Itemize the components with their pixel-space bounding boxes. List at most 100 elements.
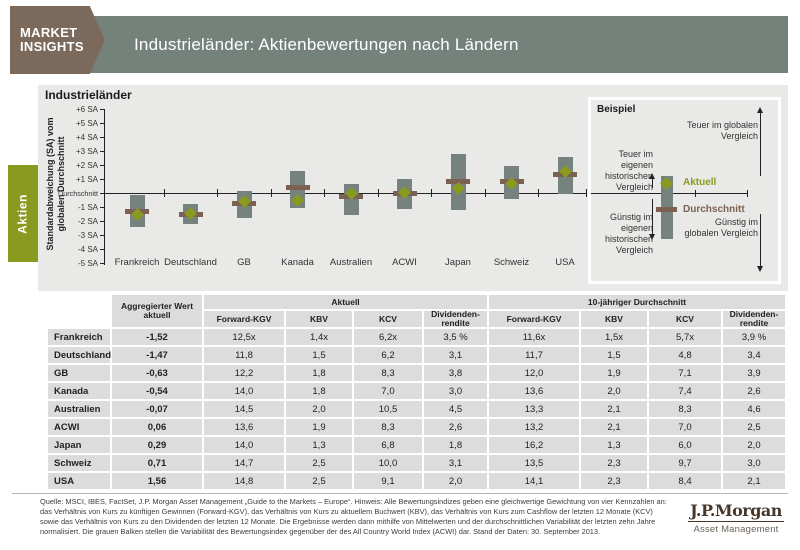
cell-10y-avg: 2,6 [723, 383, 785, 399]
cell-aktuell: 2,5 [286, 473, 352, 489]
source-note: Quelle: MSCI, IBES, FactSet, J.P. Morgan… [40, 497, 667, 536]
cell-aktuell: 14,5 [204, 401, 284, 417]
col-header-kcv: KCV [354, 311, 422, 327]
category-label: Japan [445, 257, 471, 268]
example-axis-tick [695, 190, 696, 197]
note-guenstig-eigen: Günstig im eigenen historischen Vergleic… [604, 212, 653, 255]
cell-aktuell: 6,2x [354, 329, 422, 345]
x-axis-tick [538, 189, 540, 197]
row-label: Kanada [48, 383, 110, 399]
example-box: Beispiel Aktuell Durchschnitt Teuer im g… [588, 97, 781, 284]
page-title: Industrieländer: Aktienbewertungen nach … [134, 34, 519, 54]
col-header-kbv: KBV [581, 311, 647, 327]
cell-10y-avg: 7,1 [649, 365, 721, 381]
row-label: GB [48, 365, 110, 381]
example-durchschnitt-marker [656, 207, 677, 212]
y-tick-label: -4 SA [77, 245, 98, 254]
cell-aktuell: 1,8 [424, 437, 487, 453]
cell-aktuell: 1,8 [286, 383, 352, 399]
jpmorgan-logo-name: J.P.Morgan [688, 501, 784, 522]
cell-aggregated: 0,29 [112, 437, 202, 453]
group-header-aktuell: Aktuell [204, 295, 487, 309]
y-axis-tick [100, 151, 104, 152]
cell-10y-avg: 1,9 [581, 365, 647, 381]
category-label: Kanada [281, 257, 314, 268]
cell-aktuell: 14,0 [204, 437, 284, 453]
tab-aktien: Aktien [8, 165, 38, 262]
x-axis-tick [217, 189, 219, 197]
cell-aktuell: 1,4x [286, 329, 352, 345]
cell-10y-avg: 4,8 [649, 347, 721, 363]
jpmorgan-logo-sub: Asset Management [693, 524, 779, 535]
cell-aktuell: 2,0 [424, 473, 487, 489]
category-label: Frankreich [114, 257, 160, 268]
y-axis-tick [100, 249, 104, 250]
cell-10y-avg: 7,0 [649, 419, 721, 435]
col-header-forward-kgv: Forward-KGV [204, 311, 284, 327]
cell-aktuell: 4,5 [424, 401, 487, 417]
note-teuer-global: Teuer im globalen Vergleich [686, 120, 758, 141]
cell-10y-avg: 13,3 [489, 401, 579, 417]
cell-aggregated: -0,63 [112, 365, 202, 381]
y-axis-tick [100, 165, 104, 166]
col-header-dividende: Dividenden-rendite [424, 310, 487, 328]
cell-10y-avg: 2,0 [723, 437, 785, 453]
table-corner-cell [48, 295, 110, 327]
cell-aktuell: 3,5 % [424, 329, 487, 345]
cell-aktuell: 1,3 [286, 437, 352, 453]
col-header-kbv: KBV [286, 311, 352, 327]
row-label: Schweiz [48, 455, 110, 471]
durchschnitt-marker-Kanada [285, 184, 310, 190]
cell-10y-avg: 13,2 [489, 419, 579, 435]
cell-10y-avg: 7,4 [649, 383, 721, 399]
col-header-kcv: KCV [649, 311, 721, 327]
y-axis-tick [100, 109, 104, 110]
cell-10y-avg: 1,5x [581, 329, 647, 345]
cell-aktuell: 14,7 [204, 455, 284, 471]
cell-aktuell: 2,6 [424, 419, 487, 435]
cell-10y-avg: 8,3 [649, 401, 721, 417]
col-header-dividende: Dividenden-rendite [723, 310, 785, 328]
row-label: Deutschland [48, 347, 111, 363]
y-tick-label: -3 SA [77, 231, 98, 240]
brand-line1: MARKET [20, 25, 78, 40]
tab-aktien-label: Aktien [15, 194, 30, 234]
cell-aggregated: -1,47 [112, 347, 202, 363]
category-label: USA [555, 257, 575, 268]
cell-10y-avg: 8,4 [649, 473, 721, 489]
cell-10y-avg: 11,7 [489, 347, 579, 363]
cell-aktuell: 3,0 [424, 383, 487, 399]
up-arrow-icon [649, 173, 656, 192]
x-axis-tick [163, 189, 165, 197]
cell-aktuell: 10,0 [354, 455, 422, 471]
note-guenstig-global: Günstig im globalen Vergleich [684, 217, 758, 238]
plot-area: +6 SA +5 SA +4 SA +3 SA +2 SA +1 SA Durchschni… [38, 85, 788, 291]
y-tick-label: +1 SA [75, 175, 98, 184]
cell-aktuell: 3,1 [424, 347, 487, 363]
cell-10y-avg: 4,6 [723, 401, 785, 417]
y-axis-line [104, 109, 105, 265]
row-label: Japan [48, 437, 110, 453]
category-label: Australien [329, 257, 373, 268]
cell-aktuell: 9,1 [354, 473, 422, 489]
category-label: Deutschland [164, 257, 217, 268]
cell-aktuell: 1,5 [286, 347, 352, 363]
group-header-10y: 10-jähriger Durchschnitt [489, 295, 785, 309]
cell-aggregated: -0,54 [112, 383, 202, 399]
x-axis-tick [586, 189, 587, 197]
cell-10y-avg: 13,6 [489, 383, 579, 399]
cell-aktuell: 13,6 [204, 419, 284, 435]
cell-aktuell: 7,0 [354, 383, 422, 399]
header-bar: Industrieländer: Aktienbewertungen nach … [60, 16, 788, 73]
valuation-table: Aggregierter Wert aktuell Aktuell 10-jäh… [48, 295, 785, 489]
x-axis-tick [324, 189, 326, 197]
col-header-aggregated: Aggregierter Wert aktuell [112, 295, 202, 327]
cell-aktuell: 3,8 [424, 365, 487, 381]
y-axis-tick [100, 263, 104, 264]
y-tick-label: Durchschnitt [58, 189, 98, 198]
cell-aggregated: -0,07 [112, 401, 202, 417]
y-axis-tick [100, 123, 104, 124]
jpmorgan-logo: J.P.Morgan Asset Management [688, 501, 784, 535]
brand-line2: INSIGHTS [20, 39, 84, 54]
